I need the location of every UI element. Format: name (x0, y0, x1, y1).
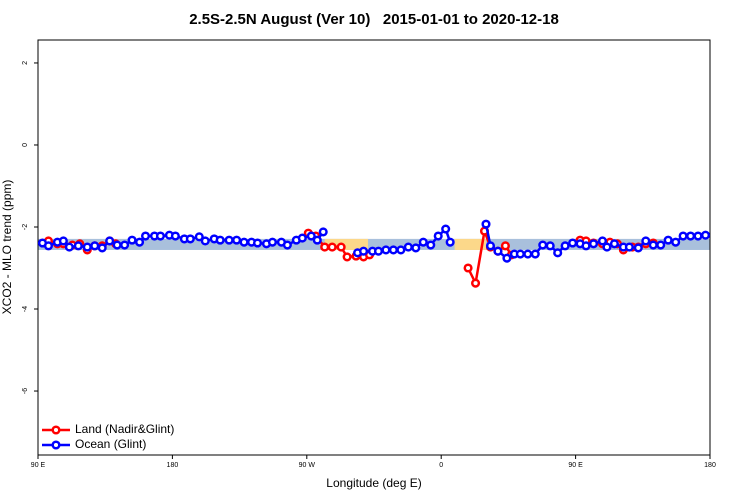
x-tick-label: 180 (167, 462, 179, 469)
point (336, 242, 346, 252)
legend-marker (51, 425, 61, 435)
point (388, 245, 398, 255)
point (127, 235, 137, 245)
point (656, 240, 666, 250)
point (530, 249, 540, 259)
legend-label: Ocean (Glint) (75, 437, 146, 451)
point (502, 253, 512, 263)
point (318, 227, 328, 237)
point (381, 245, 391, 255)
point (445, 237, 455, 247)
point (320, 242, 330, 252)
point (224, 235, 234, 245)
point (581, 241, 591, 251)
point (433, 231, 443, 241)
y-tick-label: 0 (22, 143, 29, 147)
point (671, 237, 681, 247)
point (312, 235, 322, 245)
point (538, 240, 548, 250)
band (324, 238, 369, 250)
y-tick-label: -4 (22, 306, 29, 312)
point (441, 224, 451, 234)
point (403, 242, 413, 252)
point (134, 237, 145, 247)
point (602, 242, 612, 252)
point (470, 278, 481, 288)
point (481, 219, 491, 229)
legend-marker (51, 440, 61, 450)
point (282, 240, 292, 250)
point (693, 231, 703, 241)
point (267, 237, 278, 247)
y-tick-label: -6 (22, 388, 29, 394)
plot-frame (37, 39, 711, 456)
point (633, 243, 643, 253)
point (112, 240, 122, 250)
point (43, 241, 54, 251)
point (90, 241, 100, 251)
point (194, 232, 204, 242)
y-tick-label: -2 (22, 224, 29, 230)
point (185, 234, 195, 244)
x-tick-label: 90 E (31, 462, 46, 469)
point (485, 241, 496, 251)
point (306, 231, 316, 241)
point (232, 235, 242, 245)
chart-title: 2.5S-2.5N August (Ver 10) 2015-01-01 to … (189, 11, 559, 28)
point (568, 238, 578, 248)
point (358, 246, 369, 256)
point (170, 231, 180, 241)
point (252, 238, 263, 248)
point (624, 242, 634, 252)
x-tick-label: 0 (439, 462, 443, 469)
point (140, 231, 151, 241)
point (515, 249, 525, 259)
point (58, 236, 68, 246)
point (553, 248, 563, 258)
point (545, 241, 555, 251)
point (609, 239, 619, 249)
point (641, 236, 651, 246)
point (97, 243, 107, 253)
legend-label: Land (Nadir&Glint) (75, 422, 174, 436)
point (373, 246, 384, 256)
band (454, 238, 486, 250)
point (120, 240, 130, 250)
x-tick-label: 180 (704, 462, 716, 469)
point (426, 240, 436, 250)
point (500, 241, 510, 251)
x-tick-label: 90 E (568, 462, 583, 469)
y-axis-title: XCO2 - MLO trend (ppm) (0, 180, 14, 315)
point (678, 231, 688, 241)
point (64, 242, 74, 252)
point (200, 236, 210, 246)
point (73, 241, 83, 251)
point (597, 236, 608, 246)
point (342, 252, 352, 262)
point (588, 239, 599, 249)
y-tick-label: 2 (22, 61, 29, 65)
point (663, 235, 673, 245)
point (523, 249, 533, 259)
point (411, 243, 421, 253)
x-axis-title: Longitude (deg E) (326, 476, 421, 490)
point (297, 233, 307, 243)
point (82, 242, 92, 252)
band (38, 238, 710, 250)
x-tick-label: 90 W (299, 462, 316, 469)
point (396, 245, 406, 255)
point (463, 263, 473, 273)
point (239, 237, 249, 247)
point (418, 237, 428, 247)
point (700, 230, 711, 240)
point (648, 240, 658, 250)
point (560, 241, 570, 251)
point (105, 236, 115, 246)
point (155, 231, 166, 241)
point (686, 231, 696, 241)
point (215, 235, 225, 245)
point (327, 242, 337, 252)
point (493, 246, 503, 256)
